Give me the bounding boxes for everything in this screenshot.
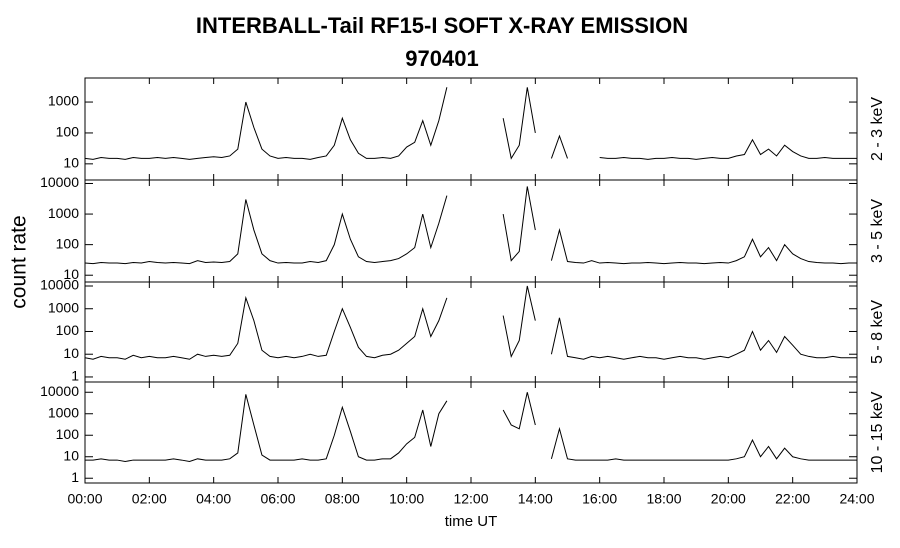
- y-axis-label: count rate: [8, 215, 31, 308]
- x-tick-label: 18:00: [646, 491, 681, 507]
- chart-title: INTERBALL-Tail RF15-I SOFT X-RAY EMISSIO…: [196, 13, 688, 38]
- chart-subtitle: 970401: [405, 46, 478, 71]
- y-tick-label: 100: [56, 322, 80, 338]
- x-tick-label: 14:00: [518, 491, 553, 507]
- y-tick-label: 100: [56, 426, 80, 442]
- y-tick-label: 10: [63, 266, 79, 282]
- y-tick-label: 100: [56, 124, 80, 140]
- panel-label: 10 - 15 keV: [869, 391, 886, 473]
- y-tick-label: 10: [63, 345, 79, 361]
- y-tick-label: 10: [63, 447, 79, 463]
- panel-label: 2 - 3 keV: [869, 97, 886, 161]
- panel-label: 5 - 8 keV: [869, 300, 886, 364]
- x-tick-label: 20:00: [711, 491, 746, 507]
- x-axis-label: time UT: [445, 513, 498, 530]
- y-tick-label: 10000: [40, 174, 79, 190]
- data-line: [84, 186, 857, 265]
- x-tick-label: 02:00: [132, 491, 167, 507]
- y-tick-label: 1000: [48, 205, 79, 221]
- x-tick-label: 24:00: [839, 491, 874, 507]
- y-tick-label: 1: [71, 368, 79, 384]
- x-tick-label: 10:00: [389, 491, 424, 507]
- x-tick-label: 04:00: [196, 491, 231, 507]
- x-tick-label: 16:00: [582, 491, 617, 507]
- y-tick-label: 10000: [40, 277, 79, 293]
- x-tick-label: 08:00: [325, 491, 360, 507]
- x-tick-label: 12:00: [453, 491, 488, 507]
- y-tick-label: 10: [63, 155, 79, 171]
- y-tick-label: 1: [71, 469, 79, 485]
- y-tick-label: 100: [56, 235, 80, 251]
- panel-frame: [84, 77, 858, 181]
- x-tick-label: 22:00: [775, 491, 810, 507]
- panel-frame: [84, 281, 858, 383]
- x-tick-label: 06:00: [260, 491, 295, 507]
- data-line: [85, 392, 857, 463]
- panel-frame: [84, 179, 858, 283]
- y-tick-label: 1000: [48, 93, 79, 109]
- y-tick-label: 1000: [48, 404, 79, 420]
- x-tick-label: 00:00: [67, 491, 102, 507]
- data-line: [84, 285, 857, 360]
- y-tick-label: 1000: [48, 299, 79, 315]
- panel-frame: [84, 381, 858, 484]
- panel-label: 3 - 5 keV: [869, 199, 886, 263]
- y-tick-label: 10000: [40, 383, 79, 399]
- data-line: [84, 87, 857, 160]
